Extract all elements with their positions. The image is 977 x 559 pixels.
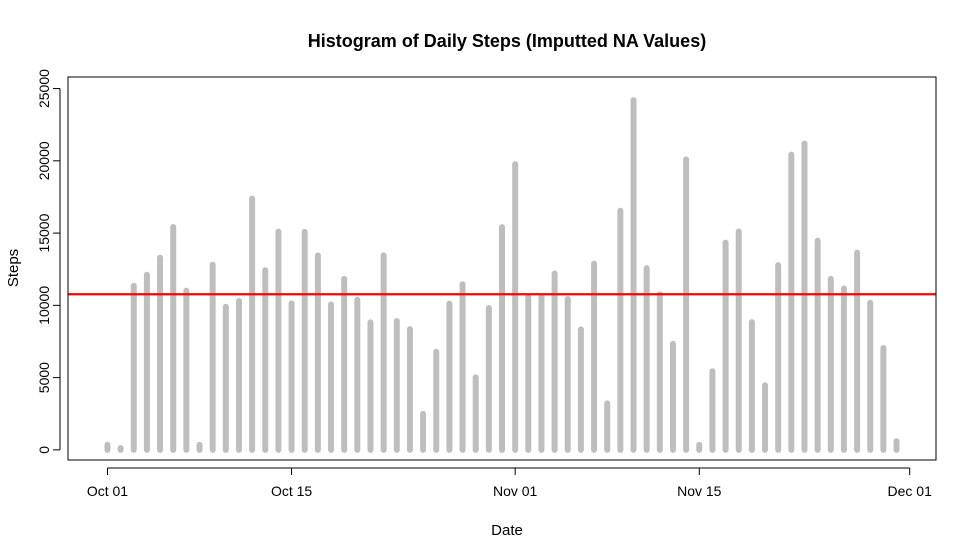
x-tick-label: Dec 01 xyxy=(888,483,933,499)
y-tick-label: 25000 xyxy=(36,69,52,108)
y-axis: 0 5000 10000 15000 20000 25000 xyxy=(36,69,61,454)
y-tick-label: 20000 xyxy=(36,141,52,180)
y-tick-label: 5000 xyxy=(36,362,52,393)
y-axis-label: Steps xyxy=(5,249,22,287)
y-tick-label: 10000 xyxy=(36,286,52,325)
bars-group xyxy=(104,97,900,453)
x-axis-label: Date xyxy=(491,522,523,539)
x-tick-label: Oct 15 xyxy=(271,483,312,499)
x-tick-label: Nov 01 xyxy=(493,483,538,499)
x-axis: Oct 01 Oct 15 Nov 01 Nov 15 Dec 01 xyxy=(87,467,933,499)
y-tick-label: 15000 xyxy=(36,213,52,252)
chart-title: Histogram of Daily Steps (Imputted NA Va… xyxy=(308,31,706,51)
x-tick-label: Nov 15 xyxy=(677,483,722,499)
y-tick-label: 0 xyxy=(36,446,52,454)
x-tick-label: Oct 01 xyxy=(87,483,128,499)
plot-frame xyxy=(67,76,937,461)
